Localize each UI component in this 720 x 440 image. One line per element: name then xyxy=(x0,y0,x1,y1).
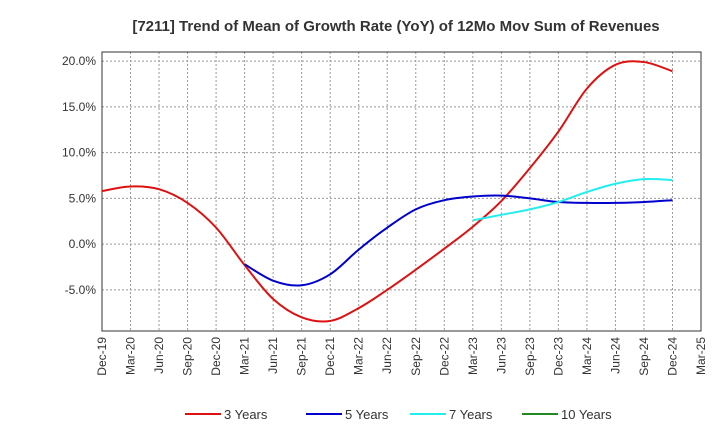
y-tick-label: 10.0% xyxy=(62,146,96,160)
legend-label-7-years: 7 Years xyxy=(449,407,493,422)
plot-area xyxy=(102,52,701,331)
plot-border xyxy=(101,51,702,332)
y-tick-label: 5.0% xyxy=(69,191,97,205)
y-tick-label: 20.0% xyxy=(62,54,96,68)
y-tick-label: -5.0% xyxy=(65,283,97,297)
x-tick-label: Dec-19 xyxy=(95,337,109,376)
x-tick-label: Jun-21 xyxy=(266,337,280,374)
legend-label-3-years: 3 Years xyxy=(224,407,268,422)
x-tick-label: Sep-23 xyxy=(523,337,537,376)
x-tick-label: Dec-22 xyxy=(437,337,451,376)
x-tick-label: Jun-24 xyxy=(608,337,622,374)
y-tick-label: 0.0% xyxy=(69,237,97,251)
x-tick-label: Mar-20 xyxy=(124,337,138,375)
x-tick-label: Mar-22 xyxy=(352,337,366,375)
x-tick-label: Mar-25 xyxy=(694,337,708,375)
x-tick-label: Sep-20 xyxy=(181,337,195,376)
x-tick-label: Sep-24 xyxy=(637,337,651,376)
x-tick-label: Dec-24 xyxy=(665,337,679,376)
x-tick-label: Dec-20 xyxy=(209,337,223,376)
y-axis-tick-labels: 20.0% 15.0% 10.0% 5.0% 0.0% -5.0% xyxy=(62,54,96,297)
x-tick-label: Dec-21 xyxy=(323,337,337,376)
series-line-5-years xyxy=(244,194,673,287)
x-tick-label: Dec-23 xyxy=(551,337,565,376)
x-tick-label: Jun-20 xyxy=(152,337,166,374)
x-tick-label: Mar-23 xyxy=(466,337,480,375)
x-tick-label: Sep-22 xyxy=(409,337,423,376)
x-axis-tick-labels: Dec-19 Mar-20 Jun-20 Sep-20 Dec-20 Mar-21 Jun-… xyxy=(95,337,708,376)
series-line-7-years xyxy=(472,178,673,222)
legend-label-5-years: 5 Years xyxy=(345,407,389,422)
x-tick-label: Jun-23 xyxy=(494,337,508,374)
x-tick-label: Mar-21 xyxy=(238,337,252,375)
x-tick-label: Jun-22 xyxy=(380,337,394,374)
series-lines xyxy=(101,60,673,323)
legend-label-10-years: 10 Years xyxy=(561,407,612,422)
x-tick-label: Mar-24 xyxy=(580,337,594,375)
chart-title: [7211] Trend of Mean of Growth Rate (YoY… xyxy=(132,18,659,35)
series-line-3-years xyxy=(101,60,673,323)
y-tick-label: 15.0% xyxy=(62,100,96,114)
x-tick-label: Sep-21 xyxy=(295,337,309,376)
legend: 3 Years 5 Years 7 Years 10 Years xyxy=(185,407,612,422)
